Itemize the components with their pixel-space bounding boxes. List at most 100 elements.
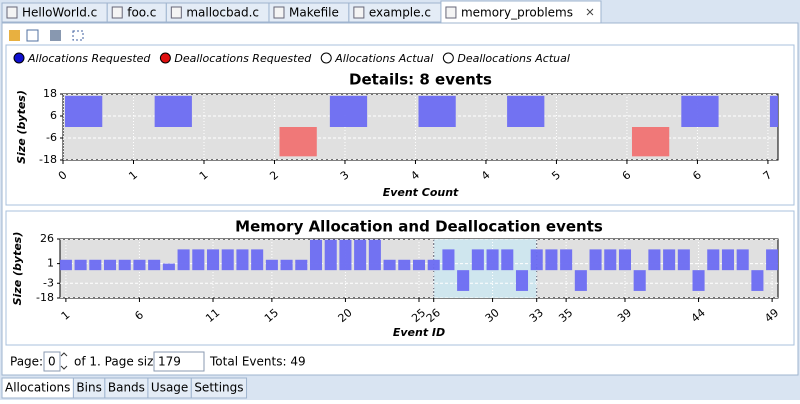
close-icon[interactable] — [586, 8, 594, 16]
plot — [63, 94, 778, 160]
bar — [648, 249, 661, 271]
bar — [530, 249, 543, 271]
bar — [383, 259, 396, 271]
bar — [633, 270, 646, 291]
bar — [339, 239, 352, 271]
bar — [354, 239, 367, 271]
tool-icon[interactable] — [26, 29, 39, 42]
y-tick-label: -18 — [39, 153, 57, 166]
bar — [486, 249, 499, 271]
legend-label: Allocations Actual — [334, 52, 433, 65]
legend-label: Deallocations Requested — [174, 52, 312, 65]
chart-title: Memory Allocation and Deallocation event… — [235, 218, 603, 236]
bar — [279, 127, 317, 157]
bar — [118, 259, 131, 271]
legend-label: Allocations Requested — [27, 52, 151, 65]
y-axis-label: Size (bytes) — [11, 232, 24, 306]
bar — [412, 259, 426, 271]
page-value: 0 — [48, 355, 56, 369]
bar — [663, 249, 676, 271]
bar — [736, 249, 749, 271]
file-icon — [353, 6, 365, 19]
bar — [769, 95, 778, 127]
tool-icon[interactable] — [72, 30, 84, 41]
legend-marker — [442, 52, 454, 64]
editor-tabs: HelloWorld.c foo.c mallocbad.c Makefile exam… — [1, 0, 602, 24]
y-tick-label: -3 — [43, 276, 54, 289]
chart-title: Details: 8 events — [349, 71, 492, 89]
toolbar — [9, 29, 84, 42]
file-icon — [170, 6, 182, 19]
bar — [457, 270, 470, 291]
bar — [618, 249, 632, 271]
legend-label: Deallocations Actual — [457, 52, 570, 65]
bar — [766, 249, 778, 271]
y-axis-label: Size (bytes) — [15, 90, 28, 164]
bar — [177, 249, 190, 271]
page-label: Page: — [10, 355, 43, 369]
bar — [154, 95, 192, 127]
legend-marker — [320, 52, 332, 64]
bar — [295, 259, 308, 271]
legend-marker — [13, 52, 25, 64]
bar — [251, 249, 264, 271]
bar — [574, 270, 587, 291]
file-icon — [273, 6, 285, 19]
bar — [515, 270, 529, 291]
bar — [631, 127, 670, 157]
footer: Page: 0 of 1. Page size: 179 Total Event… — [10, 351, 306, 372]
bar — [751, 270, 764, 291]
y-tick-label: 6 — [50, 109, 57, 122]
bar — [589, 249, 602, 271]
editor-tab-label: foo.c — [127, 6, 156, 20]
bar — [148, 259, 161, 271]
bar — [65, 95, 103, 127]
x-axis-label: Event ID — [393, 326, 445, 339]
bar — [324, 239, 337, 271]
bar — [162, 263, 175, 271]
bar — [681, 95, 719, 127]
bar — [309, 239, 323, 271]
editor-tab-label: HelloWorld.c — [22, 6, 97, 20]
bar — [507, 95, 545, 127]
bottom-tab-label: Bins — [76, 381, 101, 395]
legend: Allocations Requested Deallocations Reque… — [13, 52, 570, 65]
editor-tab-label: Makefile — [289, 6, 339, 20]
bar — [329, 95, 368, 127]
chart: Details: 8 events Size (bytes) Event Count… — [15, 71, 779, 199]
tool-icon[interactable] — [50, 30, 61, 41]
bar — [280, 259, 293, 271]
charts: Details: 8 events Size (bytes) Event Count… — [11, 71, 781, 340]
editor-tab-label: mallocbad.c — [186, 6, 259, 20]
y-tick-label: 1 — [47, 257, 54, 270]
chart: Memory Allocation and Deallocation event… — [11, 218, 781, 340]
file-icon — [6, 6, 18, 19]
bar — [368, 239, 381, 271]
bar — [427, 259, 440, 271]
bar — [545, 249, 558, 271]
total-events: Total Events: 49 — [209, 355, 306, 369]
bar — [677, 249, 690, 271]
of-label: of 1. Page size: — [74, 355, 165, 369]
bar — [604, 249, 617, 271]
bottom-tabs: Allocations Bins Bands Usage Settings — [1, 377, 248, 399]
bar — [133, 259, 146, 271]
page-size-input[interactable] — [153, 351, 205, 372]
bottom-tab-label: Usage — [151, 381, 188, 395]
file-icon — [445, 6, 457, 19]
plot — [60, 239, 778, 298]
bar — [74, 259, 87, 271]
y-tick-label: -18 — [36, 291, 54, 304]
bar — [221, 249, 234, 271]
bar — [501, 249, 514, 271]
tool-icon[interactable] — [9, 30, 20, 41]
spinner[interactable] — [60, 352, 68, 370]
bottom-tab[interactable] — [190, 377, 248, 399]
page-size-value: 179 — [158, 355, 181, 369]
page-input[interactable] — [43, 351, 61, 372]
bar — [60, 259, 72, 271]
bar — [206, 249, 220, 271]
editor-tab-label: memory_problems — [461, 6, 573, 20]
